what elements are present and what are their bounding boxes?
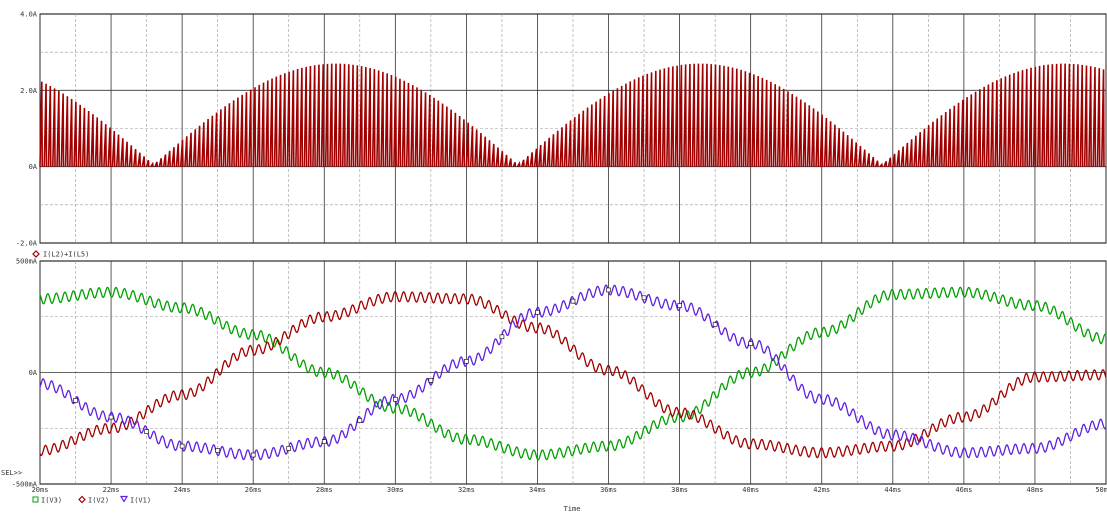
x-tick-label: 48ms bbox=[1027, 486, 1044, 494]
x-tick-label: 22ms bbox=[103, 486, 120, 494]
y-tick-label-top: 2.0A bbox=[20, 87, 38, 95]
x-tick-label: 40ms bbox=[742, 486, 759, 494]
y-tick-label-bottom: -500mA bbox=[12, 481, 38, 489]
series-line-iv2 bbox=[39, 291, 1107, 459]
legend-label-v1: I(V1) bbox=[130, 497, 151, 505]
legend-label-v3: I(V3) bbox=[41, 497, 62, 505]
x-tick-label: 38ms bbox=[671, 486, 688, 494]
series-point-marker bbox=[215, 448, 220, 453]
series-point-marker bbox=[748, 341, 753, 346]
x-tick-label: 24ms bbox=[174, 486, 191, 494]
y-tick-label-bottom: 500mA bbox=[16, 258, 38, 266]
series-point-marker bbox=[286, 446, 292, 451]
series-point-marker bbox=[464, 359, 469, 364]
square-icon bbox=[32, 496, 39, 503]
y-tick-label-top: 4.0A bbox=[20, 11, 38, 19]
y-tick-label-top: -2.0A bbox=[16, 240, 38, 248]
bottom-legend: I(V3) I(V2) I(V1) bbox=[32, 495, 151, 505]
x-tick-label: 26ms bbox=[245, 486, 262, 494]
x-tick-label: 30ms bbox=[387, 486, 404, 494]
diamond-icon bbox=[78, 495, 86, 504]
x-tick-label: 42ms bbox=[813, 486, 830, 494]
top-legend-label: I(L2)+I(L5) bbox=[43, 251, 89, 259]
x-tick-label: 44ms bbox=[884, 486, 901, 494]
y-tick-label-bottom: 0A bbox=[29, 369, 38, 377]
series-point-marker bbox=[428, 378, 434, 383]
x-tick-label: 46ms bbox=[955, 486, 972, 494]
x-tick-label: 34ms bbox=[529, 486, 546, 494]
series-point-marker bbox=[179, 443, 185, 449]
series-point-marker bbox=[606, 287, 611, 293]
x-tick-label: 36ms bbox=[600, 486, 617, 494]
y-tick-label-top: 0A bbox=[29, 163, 38, 171]
top-panel-series bbox=[39, 63, 1105, 168]
sel-marker-label: SEL>> bbox=[1, 469, 22, 477]
series-point-marker bbox=[144, 429, 149, 434]
down-triangle-icon bbox=[119, 495, 129, 503]
series-point-marker bbox=[357, 418, 363, 423]
series-point-marker bbox=[393, 396, 398, 402]
series-point-marker bbox=[499, 334, 505, 340]
x-tick-label: 50m bbox=[1095, 486, 1107, 494]
diamond-icon bbox=[32, 250, 40, 258]
bottom-panel-series bbox=[39, 284, 1107, 461]
series-point-marker bbox=[677, 303, 682, 308]
series-point-marker bbox=[641, 295, 647, 301]
x-axis-label: Time bbox=[564, 505, 581, 513]
x-tick-label: 32ms bbox=[458, 486, 475, 494]
series-line-iv3 bbox=[39, 286, 1107, 461]
x-tick-label: 28ms bbox=[316, 486, 333, 494]
series-point-marker bbox=[570, 298, 576, 304]
x-tick-label: 20ms bbox=[32, 486, 49, 494]
series-point-marker bbox=[712, 322, 718, 327]
legend-label-v2: I(V2) bbox=[88, 497, 109, 505]
series-point-marker bbox=[535, 309, 540, 315]
series-line-iv1 bbox=[39, 284, 1107, 461]
series-line-il2-il5 bbox=[39, 63, 1105, 168]
top-legend: I(L2)+I(L5) bbox=[32, 250, 89, 259]
series-point-marker bbox=[108, 414, 114, 420]
series-point-marker bbox=[73, 398, 78, 403]
series-point-marker bbox=[321, 439, 327, 444]
series-point-marker bbox=[250, 452, 256, 458]
